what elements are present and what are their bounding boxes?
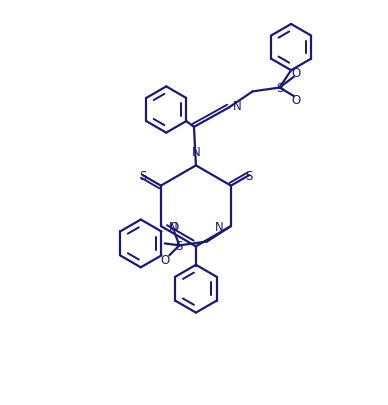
Text: O: O <box>160 254 169 267</box>
Text: N: N <box>169 220 177 233</box>
Text: O: O <box>291 94 300 107</box>
Text: O: O <box>291 67 300 80</box>
Text: S: S <box>276 82 283 95</box>
Text: S: S <box>139 169 146 182</box>
Text: N: N <box>192 146 200 159</box>
Text: S: S <box>176 239 183 252</box>
Text: N: N <box>215 220 223 233</box>
Text: N: N <box>233 100 242 113</box>
Text: O: O <box>169 220 178 233</box>
Text: S: S <box>246 169 253 182</box>
